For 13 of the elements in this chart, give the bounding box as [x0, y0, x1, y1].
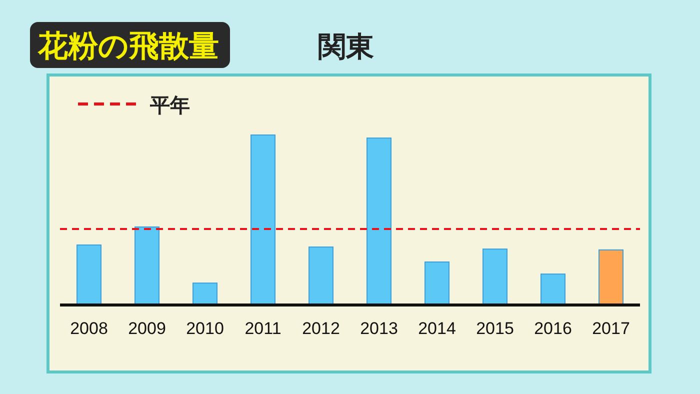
chart-subtitle: 関東 [318, 31, 374, 62]
x-tick-label: 2014 [418, 319, 456, 338]
x-tick-label: 2012 [302, 319, 340, 338]
x-tick-label: 2011 [244, 319, 282, 338]
x-tick-label: 2016 [534, 319, 572, 338]
x-tick-label: 2010 [186, 319, 224, 338]
chart-title: 花粉の飛散量 [37, 30, 219, 63]
x-tick-label: 2008 [70, 319, 108, 338]
x-tick-label: 2015 [476, 319, 514, 338]
x-tick-label: 2013 [360, 319, 398, 338]
x-tick-label: 2017 [592, 319, 630, 338]
legend-label: 平年 [149, 95, 190, 117]
x-tick-label: 2009 [128, 319, 166, 338]
